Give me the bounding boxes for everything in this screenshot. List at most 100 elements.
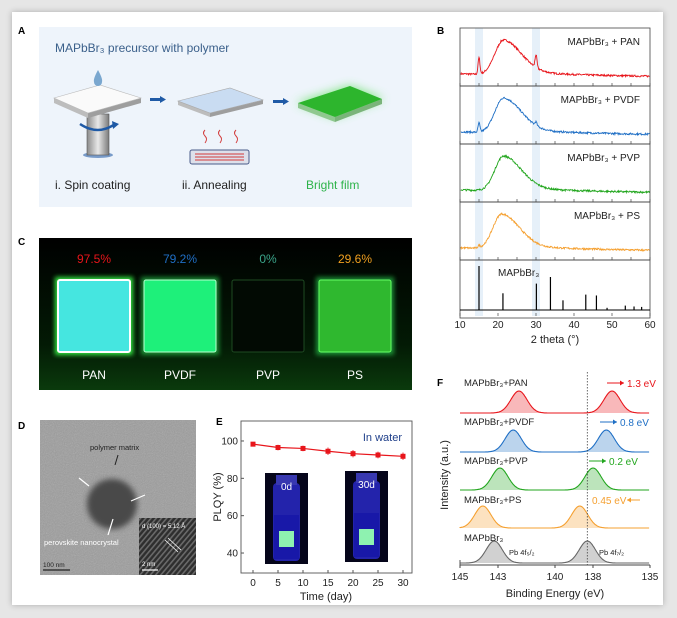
plot-frame — [240, 420, 413, 574]
hrtem-inset — [139, 518, 196, 575]
xps-curve — [460, 390, 650, 414]
panel-label-b: B — [437, 26, 444, 37]
panel-label-d: D — [18, 421, 25, 432]
x-tick-label: 20 — [492, 320, 504, 331]
film-label: PAN — [82, 368, 106, 382]
panel-label-f: F — [437, 378, 443, 389]
plqy-value: 97.5% — [77, 252, 111, 266]
arrowhead-icon — [613, 419, 617, 425]
step-annealing: ii. Annealing — [182, 178, 247, 192]
y-tick-label: 80 — [227, 474, 239, 485]
label-polymer-matrix: polymer matrix — [90, 443, 139, 452]
x-tick-label: 10 — [454, 320, 466, 331]
xps-curve — [460, 429, 650, 453]
x-tick-label: 60 — [644, 320, 656, 331]
film-label: PS — [347, 368, 363, 382]
annealing-icon — [176, 87, 265, 165]
highlight-band — [532, 28, 540, 316]
y-tick-label: 40 — [227, 549, 239, 560]
droplet-icon — [93, 70, 103, 86]
data-point — [400, 453, 406, 459]
x-axis-label: Binding Energy (eV) — [506, 588, 604, 600]
film-pvdf — [143, 279, 217, 353]
arrow-icon — [150, 96, 166, 103]
x-tick-label: 0 — [250, 578, 256, 589]
data-point — [325, 448, 331, 454]
plqy-value: 29.6% — [338, 252, 372, 266]
shift-value: 0.45 eV — [592, 496, 627, 507]
chart-xps: MAPbBr₃+PAN 1.3 eV MAPbBr₃+PVDF 0.8 eV MAPbB… — [439, 372, 659, 600]
label-perovskite-nanocrystal: perovskite nanocrystal — [44, 538, 119, 547]
inset-scale-label: 2 nm — [142, 562, 155, 568]
panel-a-title: MAPbBr₃ precursor with polymer — [55, 41, 229, 55]
nanoparticle — [87, 479, 137, 529]
panel-d-tem-image: polymer matrix perovskite nanocrystal d … — [40, 420, 196, 575]
film-pvp — [231, 279, 305, 353]
vial-photo: 30d — [345, 471, 388, 562]
chart-plqy: 0d 30d 0 5 10 15 20 25 30 40 60 80 100 Time (day) PLQY… — [212, 420, 413, 603]
chart-xrd: MAPbBr₃ + PAN MAPbBr₃ + PVDF MAPbBr₃ + PVP… — [454, 27, 656, 346]
data-point — [300, 445, 306, 451]
y-tick-label: 100 — [221, 436, 238, 447]
series-label: MAPbBr₃+PVP — [464, 456, 528, 467]
bright-film-icon — [296, 86, 384, 122]
x-tick-label: 40 — [568, 320, 580, 331]
x-tick-label: 30 — [530, 320, 542, 331]
y-axis-label: PLQY (%) — [212, 472, 224, 521]
film-sample — [279, 531, 294, 547]
panel-label-a: A — [18, 26, 25, 37]
x-tick-label: 10 — [297, 578, 309, 589]
plqy-value: 79.2% — [163, 252, 197, 266]
xrd-curve — [460, 154, 650, 195]
series-label: MAPbBr₃+PS — [464, 495, 521, 506]
film-label: PVDF — [164, 368, 196, 382]
data-point — [250, 441, 256, 447]
step-spin-coating: i. Spin coating — [55, 178, 130, 192]
xrd-curve — [460, 38, 650, 78]
arrowhead-icon — [627, 497, 631, 503]
plqy-value: 0% — [259, 252, 277, 266]
annotation-in-water: In water — [363, 432, 402, 444]
data-point — [350, 451, 356, 457]
y-axis-label: Intensity (a.u.) — [439, 440, 451, 510]
spin-coater-icon — [53, 70, 143, 158]
subplot-frame — [459, 259, 651, 319]
x-tick-label: 50 — [606, 320, 618, 331]
x-tick-label: 135 — [642, 572, 659, 583]
lattice-spacing: d (100) = 5.12 Å — [142, 523, 185, 530]
arrowhead-icon — [620, 380, 624, 386]
series-label: MAPbBr₃ + PAN — [567, 37, 640, 48]
highlight-band — [475, 28, 483, 316]
x-tick-label: 20 — [347, 578, 359, 589]
film-pan — [57, 279, 131, 353]
film-ps — [318, 279, 392, 353]
vial-day-label: 30d — [358, 480, 375, 491]
shift-value: 1.3 eV — [627, 379, 656, 390]
arrow-icon — [273, 98, 289, 105]
data-point — [375, 452, 381, 458]
x-tick-label: 30 — [397, 578, 409, 589]
xrd-curve — [460, 212, 650, 252]
x-tick-label: 25 — [372, 578, 384, 589]
series-label: MAPbBr₃ + PVP — [567, 153, 640, 164]
x-axis-label: 2 theta (°) — [531, 334, 579, 346]
xps-area — [460, 506, 650, 528]
xps-area — [460, 468, 650, 490]
series-label: MAPbBr₃ — [464, 533, 503, 544]
film-sample — [359, 529, 374, 545]
x-tick-label: 15 — [322, 578, 334, 589]
series-label: MAPbBr₃ + PVDF — [561, 95, 640, 106]
series-label: MAPbBr₃ — [498, 268, 539, 279]
x-tick-label: 145 — [452, 572, 469, 583]
arrowhead-icon — [602, 458, 606, 464]
series-label: MAPbBr₃+PVDF — [464, 417, 534, 428]
xps-curve — [460, 540, 650, 564]
xps-curve — [460, 467, 650, 491]
vial-day-label: 0d — [281, 482, 292, 493]
x-tick-label: 138 — [585, 572, 602, 583]
series-label: MAPbBr₃ + PS — [574, 211, 640, 222]
peak-label: Pb 4f₇/₂ — [599, 548, 624, 557]
y-tick-label: 60 — [227, 511, 239, 522]
data-point — [275, 445, 281, 451]
